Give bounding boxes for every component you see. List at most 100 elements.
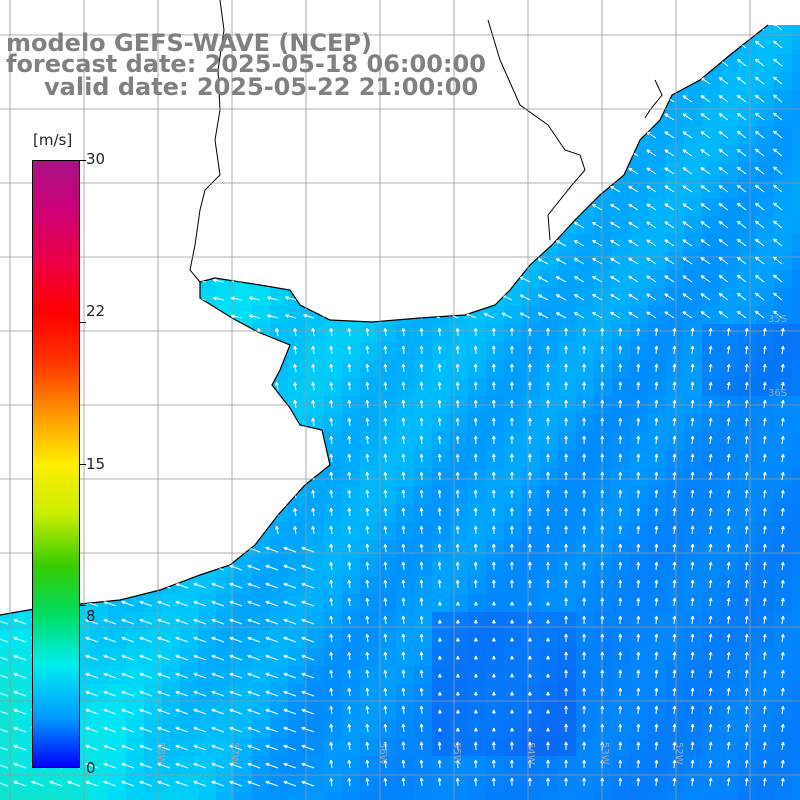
wind-arrow-head <box>14 209 19 212</box>
wind-arrow <box>429 43 441 49</box>
wind-arrow-head <box>339 242 343 246</box>
wind-arrow <box>267 170 279 175</box>
wind-arrow-head <box>375 296 379 300</box>
wind-arrow <box>773 238 783 247</box>
wind-cell <box>792 54 800 72</box>
wind-arrow-head <box>483 151 487 155</box>
wind-cell <box>144 198 162 216</box>
wind-arrow-head <box>149 363 153 368</box>
wind-cell <box>432 486 450 504</box>
wind-arrow <box>357 224 369 229</box>
wind-cell <box>180 162 198 180</box>
wind-cell <box>738 756 756 774</box>
wind-arrow-head <box>266 117 271 120</box>
wind-cell <box>144 648 162 666</box>
wind-arrow <box>393 223 405 229</box>
wind-arrow <box>303 314 315 319</box>
wind-arrow <box>86 136 99 139</box>
wind-arrow-head <box>248 261 253 265</box>
wind-cell <box>450 792 468 800</box>
wind-arrow <box>177 225 189 229</box>
wind-arrow <box>465 169 477 175</box>
wind-cell <box>396 756 414 774</box>
wind-arrow <box>113 364 117 373</box>
wind-cell <box>486 324 504 342</box>
wind-arrow <box>537 204 549 211</box>
wind-cell <box>594 612 612 630</box>
wind-arrow <box>465 295 477 301</box>
wind-arrow <box>393 295 405 301</box>
wind-arrow-head <box>86 225 91 228</box>
wind-arrow <box>556 150 567 157</box>
wind-cell <box>738 180 756 198</box>
wind-cell <box>486 558 504 576</box>
wind-arrow <box>213 135 225 139</box>
wind-arrow-head <box>50 118 55 122</box>
wind-arrow <box>411 295 423 301</box>
wind-arrow-head <box>728 345 731 350</box>
wind-cell <box>378 324 396 342</box>
wind-arrow <box>420 327 423 337</box>
wind-cell <box>792 648 800 666</box>
wind-cell <box>594 576 612 594</box>
wind-arrow <box>700 185 711 193</box>
wind-cell <box>18 684 36 702</box>
wind-cell <box>738 36 756 54</box>
wind-cell <box>558 234 576 252</box>
wind-arrow-head <box>294 345 298 350</box>
wind-arrow <box>249 225 261 229</box>
wind-cell <box>342 450 360 468</box>
wind-cell <box>108 324 126 342</box>
wind-arrow-head <box>737 76 741 79</box>
wind-cell <box>90 774 108 792</box>
wind-arrow-head <box>656 345 659 350</box>
wind-cell <box>360 720 378 738</box>
wind-arrow-head <box>483 259 487 263</box>
wind-arrow-head <box>112 418 115 422</box>
wind-cell <box>756 0 774 18</box>
wind-cell <box>792 378 800 396</box>
wind-cell <box>342 504 360 522</box>
wind-cell <box>630 738 648 756</box>
wind-arrow-head <box>619 345 623 350</box>
wind-arrow <box>755 58 765 67</box>
wind-cell <box>738 288 756 306</box>
wind-arrow-head <box>104 262 109 266</box>
wind-arrow-head <box>130 364 133 368</box>
wind-arrow <box>321 188 333 193</box>
wind-arrow-head <box>130 418 133 422</box>
wind-arrow <box>303 206 315 211</box>
wind-arrow <box>68 118 81 121</box>
wind-arrow-head <box>754 25 758 27</box>
wind-arrow <box>682 149 693 157</box>
wind-arrow-head <box>719 59 723 61</box>
wind-arrow-head <box>429 133 433 137</box>
wind-cell <box>486 432 504 450</box>
wind-arrow-head <box>700 25 704 27</box>
wind-cell <box>378 792 396 800</box>
wind-cell <box>648 666 666 684</box>
wind-cell <box>306 108 324 126</box>
wind-cell <box>486 126 504 144</box>
wind-cell <box>216 648 234 666</box>
wind-cell <box>108 144 126 162</box>
wind-arrow-head <box>737 40 741 43</box>
wind-cell <box>162 648 180 666</box>
wind-arrow <box>213 297 225 301</box>
wind-cell <box>342 108 360 126</box>
wind-arrow-head <box>664 113 669 115</box>
wind-cell <box>594 360 612 378</box>
wind-arrow-head <box>130 400 133 404</box>
wind-arrow <box>294 364 297 373</box>
wind-arrow-head <box>737 220 741 223</box>
wind-cell <box>738 198 756 216</box>
wind-cell <box>756 54 774 72</box>
wind-cell <box>522 792 540 800</box>
wind-arrow <box>447 115 459 121</box>
wind-cell <box>216 684 234 702</box>
wind-arrow-head <box>176 116 181 119</box>
wind-cell <box>576 360 594 378</box>
wind-cell <box>18 0 36 18</box>
wind-arrow-head <box>339 241 344 244</box>
wind-cell <box>594 306 612 324</box>
